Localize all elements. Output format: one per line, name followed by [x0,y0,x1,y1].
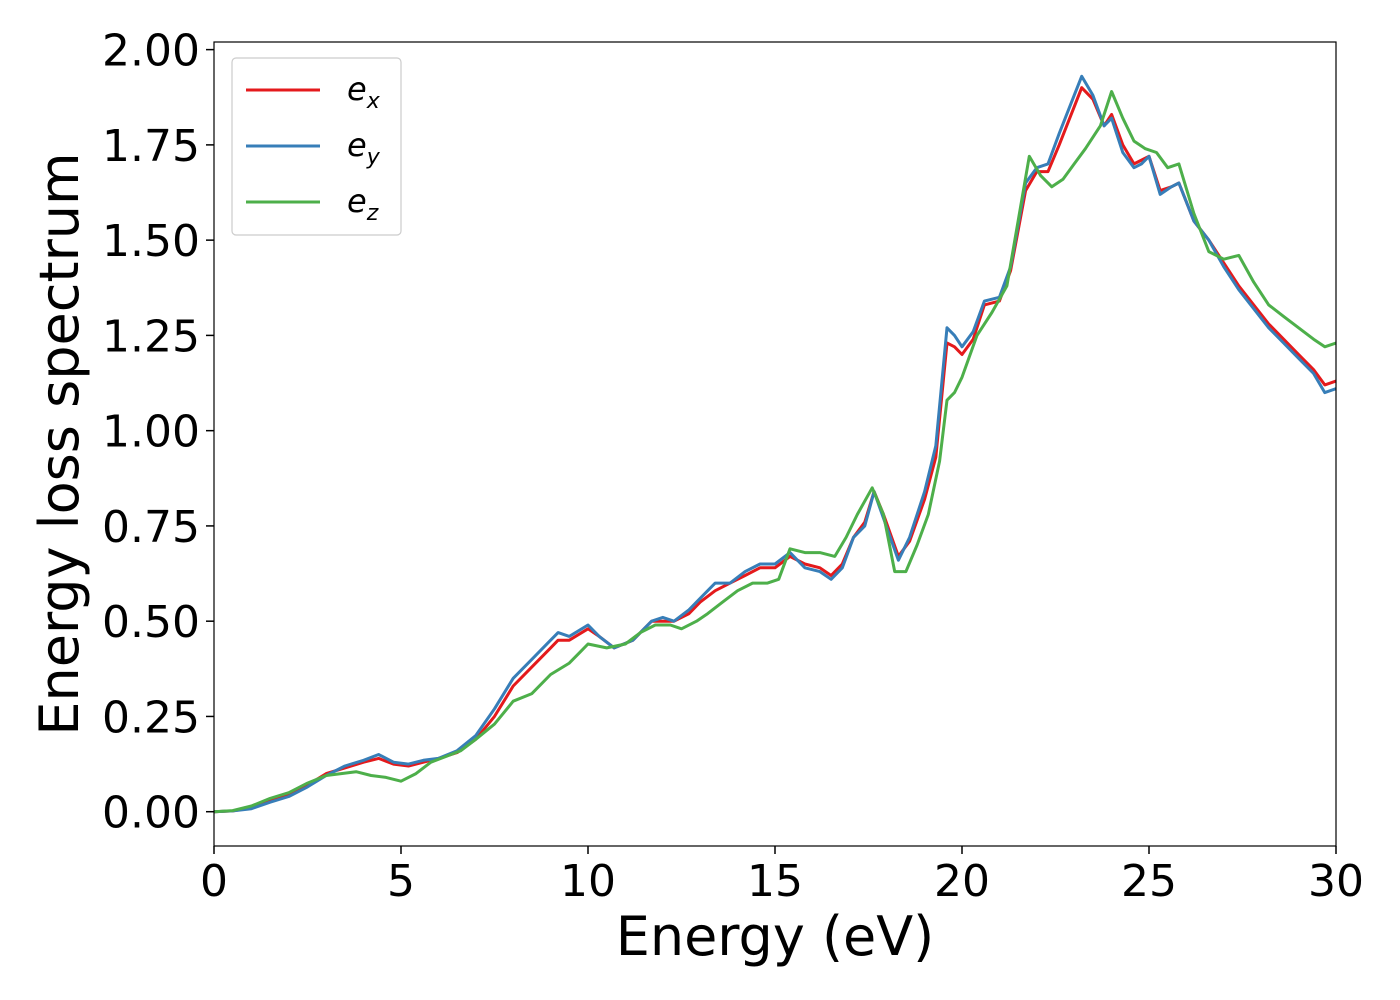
y-tick-label: 0.25 [102,692,200,743]
y-tick-label: 0.50 [102,597,200,648]
legend-label-z: ez [347,182,379,226]
y-tick-label: 1.00 [102,407,200,458]
x-tick-label: 30 [1308,856,1364,907]
x-axis-title: Energy (eV) [616,905,935,968]
legend-label-y: ey [347,126,381,170]
x-tick-label: 15 [747,856,803,907]
x-tick-label: 10 [560,856,616,907]
y-tick-label: 0.75 [102,502,200,553]
y-axis-title: Energy loss spectrum [28,152,91,735]
x-tick-label: 0 [200,856,228,907]
series-line-z [214,90,1336,814]
y-tick-label: 1.75 [102,121,200,172]
y-tick-label: 2.00 [102,26,200,77]
y-tick-label: 1.50 [102,216,200,267]
y-axis: 0.00 0.25 0.50 0.75 1.00 1.25 1.50 1.75 2.00 [102,26,214,839]
x-tick-label: 5 [387,856,415,907]
y-tick-label: 1.25 [102,311,200,362]
y-tick-label: 0.00 [102,788,200,839]
x-axis: 0 5 10 15 20 25 30 [200,846,1364,907]
x-tick-label: 20 [934,856,990,907]
x-tick-label: 25 [1121,856,1177,907]
series-layer [214,74,1336,814]
